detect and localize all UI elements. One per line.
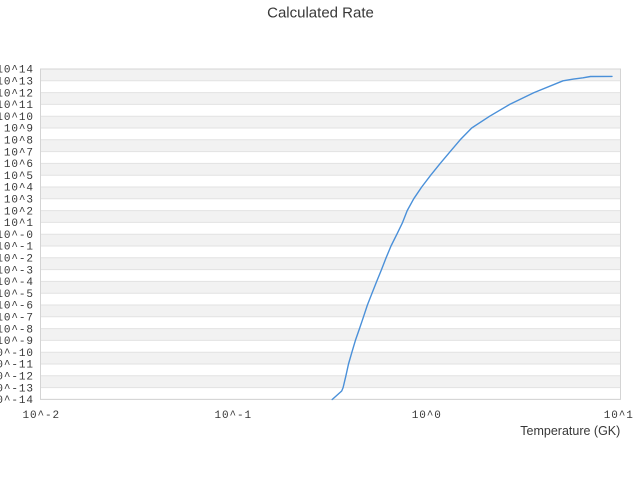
svg-text:10^13: 10^13 [0, 77, 34, 89]
svg-text:10^1: 10^1 [4, 218, 34, 230]
svg-text:10^-10: 10^-10 [0, 348, 34, 360]
svg-text:10^-3: 10^-3 [0, 265, 34, 277]
svg-text:10^-9: 10^-9 [0, 336, 34, 348]
svg-text:10^-1: 10^-1 [0, 242, 34, 254]
svg-text:10^10: 10^10 [0, 112, 34, 124]
svg-text:10^-14: 10^-14 [0, 395, 34, 407]
svg-text:10^-11: 10^-11 [0, 360, 34, 372]
svg-text:10^-13: 10^-13 [0, 383, 34, 395]
svg-text:10^6: 10^6 [4, 159, 34, 171]
svg-text:10^-5: 10^-5 [0, 289, 34, 301]
svg-text:10^1: 10^1 [604, 410, 634, 422]
svg-text:10^7: 10^7 [4, 147, 34, 159]
svg-text:10^3: 10^3 [4, 195, 34, 207]
svg-text:10^14: 10^14 [0, 65, 34, 77]
svg-text:10^-2: 10^-2 [23, 410, 61, 422]
svg-text:10^-1: 10^-1 [215, 410, 253, 422]
svg-text:10^8: 10^8 [4, 136, 34, 148]
svg-text:10^0: 10^0 [412, 410, 442, 422]
svg-text:10^12: 10^12 [0, 88, 34, 100]
svg-text:10^-2: 10^-2 [0, 254, 34, 266]
svg-text:10^2: 10^2 [4, 206, 34, 218]
svg-text:Temperature (GK): Temperature (GK) [520, 424, 620, 438]
svg-text:10^-12: 10^-12 [0, 372, 34, 384]
svg-text:10^-0: 10^-0 [0, 230, 34, 242]
svg-text:Calculated Rate: Calculated Rate [267, 4, 374, 21]
svg-text:10^11: 10^11 [0, 100, 34, 112]
svg-text:10^-6: 10^-6 [0, 301, 34, 313]
svg-text:10^4: 10^4 [4, 183, 34, 195]
svg-text:10^-7: 10^-7 [0, 313, 34, 325]
svg-text:10^-4: 10^-4 [0, 277, 34, 289]
svg-text:10^-8: 10^-8 [0, 324, 34, 336]
svg-text:10^9: 10^9 [4, 124, 34, 136]
svg-text:10^5: 10^5 [4, 171, 34, 183]
